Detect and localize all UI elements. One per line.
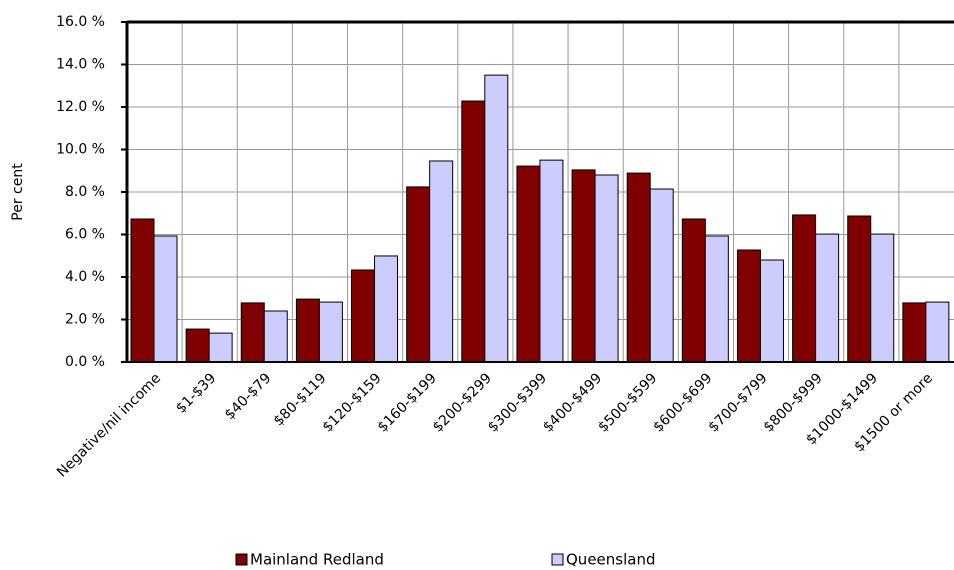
bar [318,301,343,363]
bar [626,172,651,363]
y-tick-label: 6.0 % [65,227,105,243]
bar [153,235,178,363]
bar [263,310,288,363]
y-tick-label: 10.0 % [56,142,105,158]
bar [484,74,509,363]
bar [571,169,596,363]
legend-swatch [235,553,248,566]
bar [847,215,872,363]
bar [185,328,210,363]
bar [704,235,729,363]
y-tick-label: 16.0 % [56,14,105,30]
y-tick-label: 12.0 % [56,99,105,115]
bar [240,302,265,363]
bar [870,233,895,363]
x-tick-label: Negative/nil income [54,370,164,480]
y-axis-label: Per cent [10,163,26,221]
bar [351,269,376,363]
x-tick-label: $40-$79 [222,370,275,423]
bar [461,100,486,363]
bar [736,249,761,363]
bar [516,165,541,363]
x-tick-label: $1-$39 [173,370,219,416]
bar [594,174,619,363]
x-tick-label: $80-$119 [271,370,330,429]
legend-label: Queensland [566,551,655,569]
bar [792,214,817,363]
bar [759,259,784,363]
bar [539,159,564,363]
y-tick-label: 4.0 % [65,269,105,285]
bar [815,233,840,363]
bar [902,302,927,363]
y-tick-label: 14.0 % [56,57,105,73]
bar [295,298,320,363]
y-tick-label: 2.0 % [65,312,105,328]
bar [208,332,233,363]
legend-swatch [551,553,564,566]
bar [429,160,454,363]
y-tick-label: 0.0 % [65,354,105,370]
bar [681,218,706,363]
bar [130,218,155,363]
y-tick-label: 8.0 % [65,184,105,200]
legend-label: Mainland Redland [250,551,384,569]
bar [374,255,399,363]
bar [925,301,950,363]
bar [406,186,431,363]
bar [649,188,674,363]
